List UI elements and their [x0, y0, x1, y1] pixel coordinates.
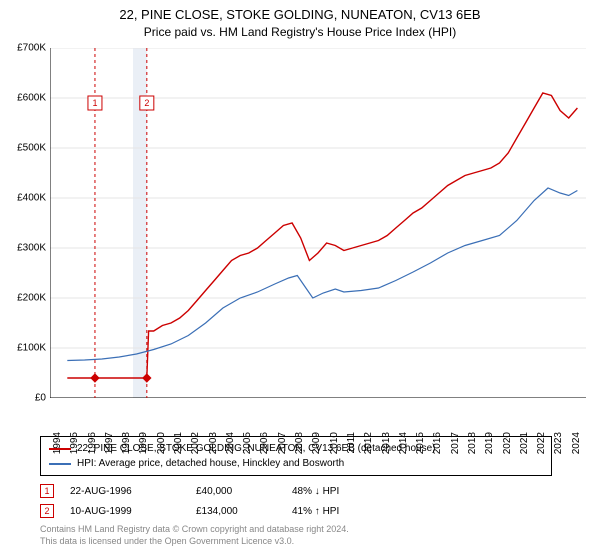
y-tick-label: £100K — [17, 343, 46, 354]
y-tick-label: £200K — [17, 293, 46, 304]
legend: 22, PINE CLOSE, STOKE GOLDING, NUNEATON,… — [40, 436, 552, 476]
event-price: £134,000 — [196, 506, 276, 517]
line-chart-svg: 12 — [50, 48, 586, 398]
y-axis: £0£100K£200K£300K£400K£500K£600K£700K — [4, 48, 48, 398]
events-table: 1 22-AUG-1996 £40,000 48% ↓ HPI 2 10-AUG… — [40, 484, 580, 518]
chart-subtitle: Price paid vs. HM Land Registry's House … — [0, 24, 600, 41]
legend-item-hpi: HPI: Average price, detached house, Hinc… — [49, 456, 543, 471]
chart-title: 22, PINE CLOSE, STOKE GOLDING, NUNEATON,… — [0, 6, 600, 24]
event-marker-icon: 2 — [40, 504, 54, 518]
event-date: 22-AUG-1996 — [70, 486, 180, 497]
event-marker-icon: 1 — [40, 484, 54, 498]
event-row: 1 22-AUG-1996 £40,000 48% ↓ HPI — [40, 484, 580, 498]
svg-text:1: 1 — [92, 98, 97, 108]
attribution-line: This data is licensed under the Open Gov… — [40, 536, 580, 548]
y-tick-label: £300K — [17, 243, 46, 254]
y-tick-label: £600K — [17, 93, 46, 104]
attribution: Contains HM Land Registry data © Crown c… — [40, 524, 580, 547]
legend-item-property: 22, PINE CLOSE, STOKE GOLDING, NUNEATON,… — [49, 441, 543, 456]
y-tick-label: £400K — [17, 193, 46, 204]
event-pct: 48% ↓ HPI — [292, 486, 382, 497]
legend-label-hpi: HPI: Average price, detached house, Hinc… — [77, 456, 344, 471]
event-price: £40,000 — [196, 486, 276, 497]
svg-text:2: 2 — [144, 98, 149, 108]
chart-container: 22, PINE CLOSE, STOKE GOLDING, NUNEATON,… — [0, 0, 600, 560]
y-tick-label: £700K — [17, 43, 46, 54]
x-axis: 1994199519961997199819992000200120022003… — [50, 402, 586, 436]
legend-swatch-property — [49, 448, 71, 450]
legend-label-property: 22, PINE CLOSE, STOKE GOLDING, NUNEATON,… — [77, 441, 435, 456]
title-block: 22, PINE CLOSE, STOKE GOLDING, NUNEATON,… — [0, 0, 600, 41]
y-tick-label: £500K — [17, 143, 46, 154]
event-row: 2 10-AUG-1999 £134,000 41% ↑ HPI — [40, 504, 580, 518]
footer-block: 22, PINE CLOSE, STOKE GOLDING, NUNEATON,… — [40, 436, 580, 547]
event-pct: 41% ↑ HPI — [292, 506, 382, 517]
attribution-line: Contains HM Land Registry data © Crown c… — [40, 524, 580, 536]
y-tick-label: £0 — [35, 393, 46, 404]
legend-swatch-hpi — [49, 463, 71, 465]
plot-area: 12 — [50, 48, 586, 398]
event-date: 10-AUG-1999 — [70, 506, 180, 517]
